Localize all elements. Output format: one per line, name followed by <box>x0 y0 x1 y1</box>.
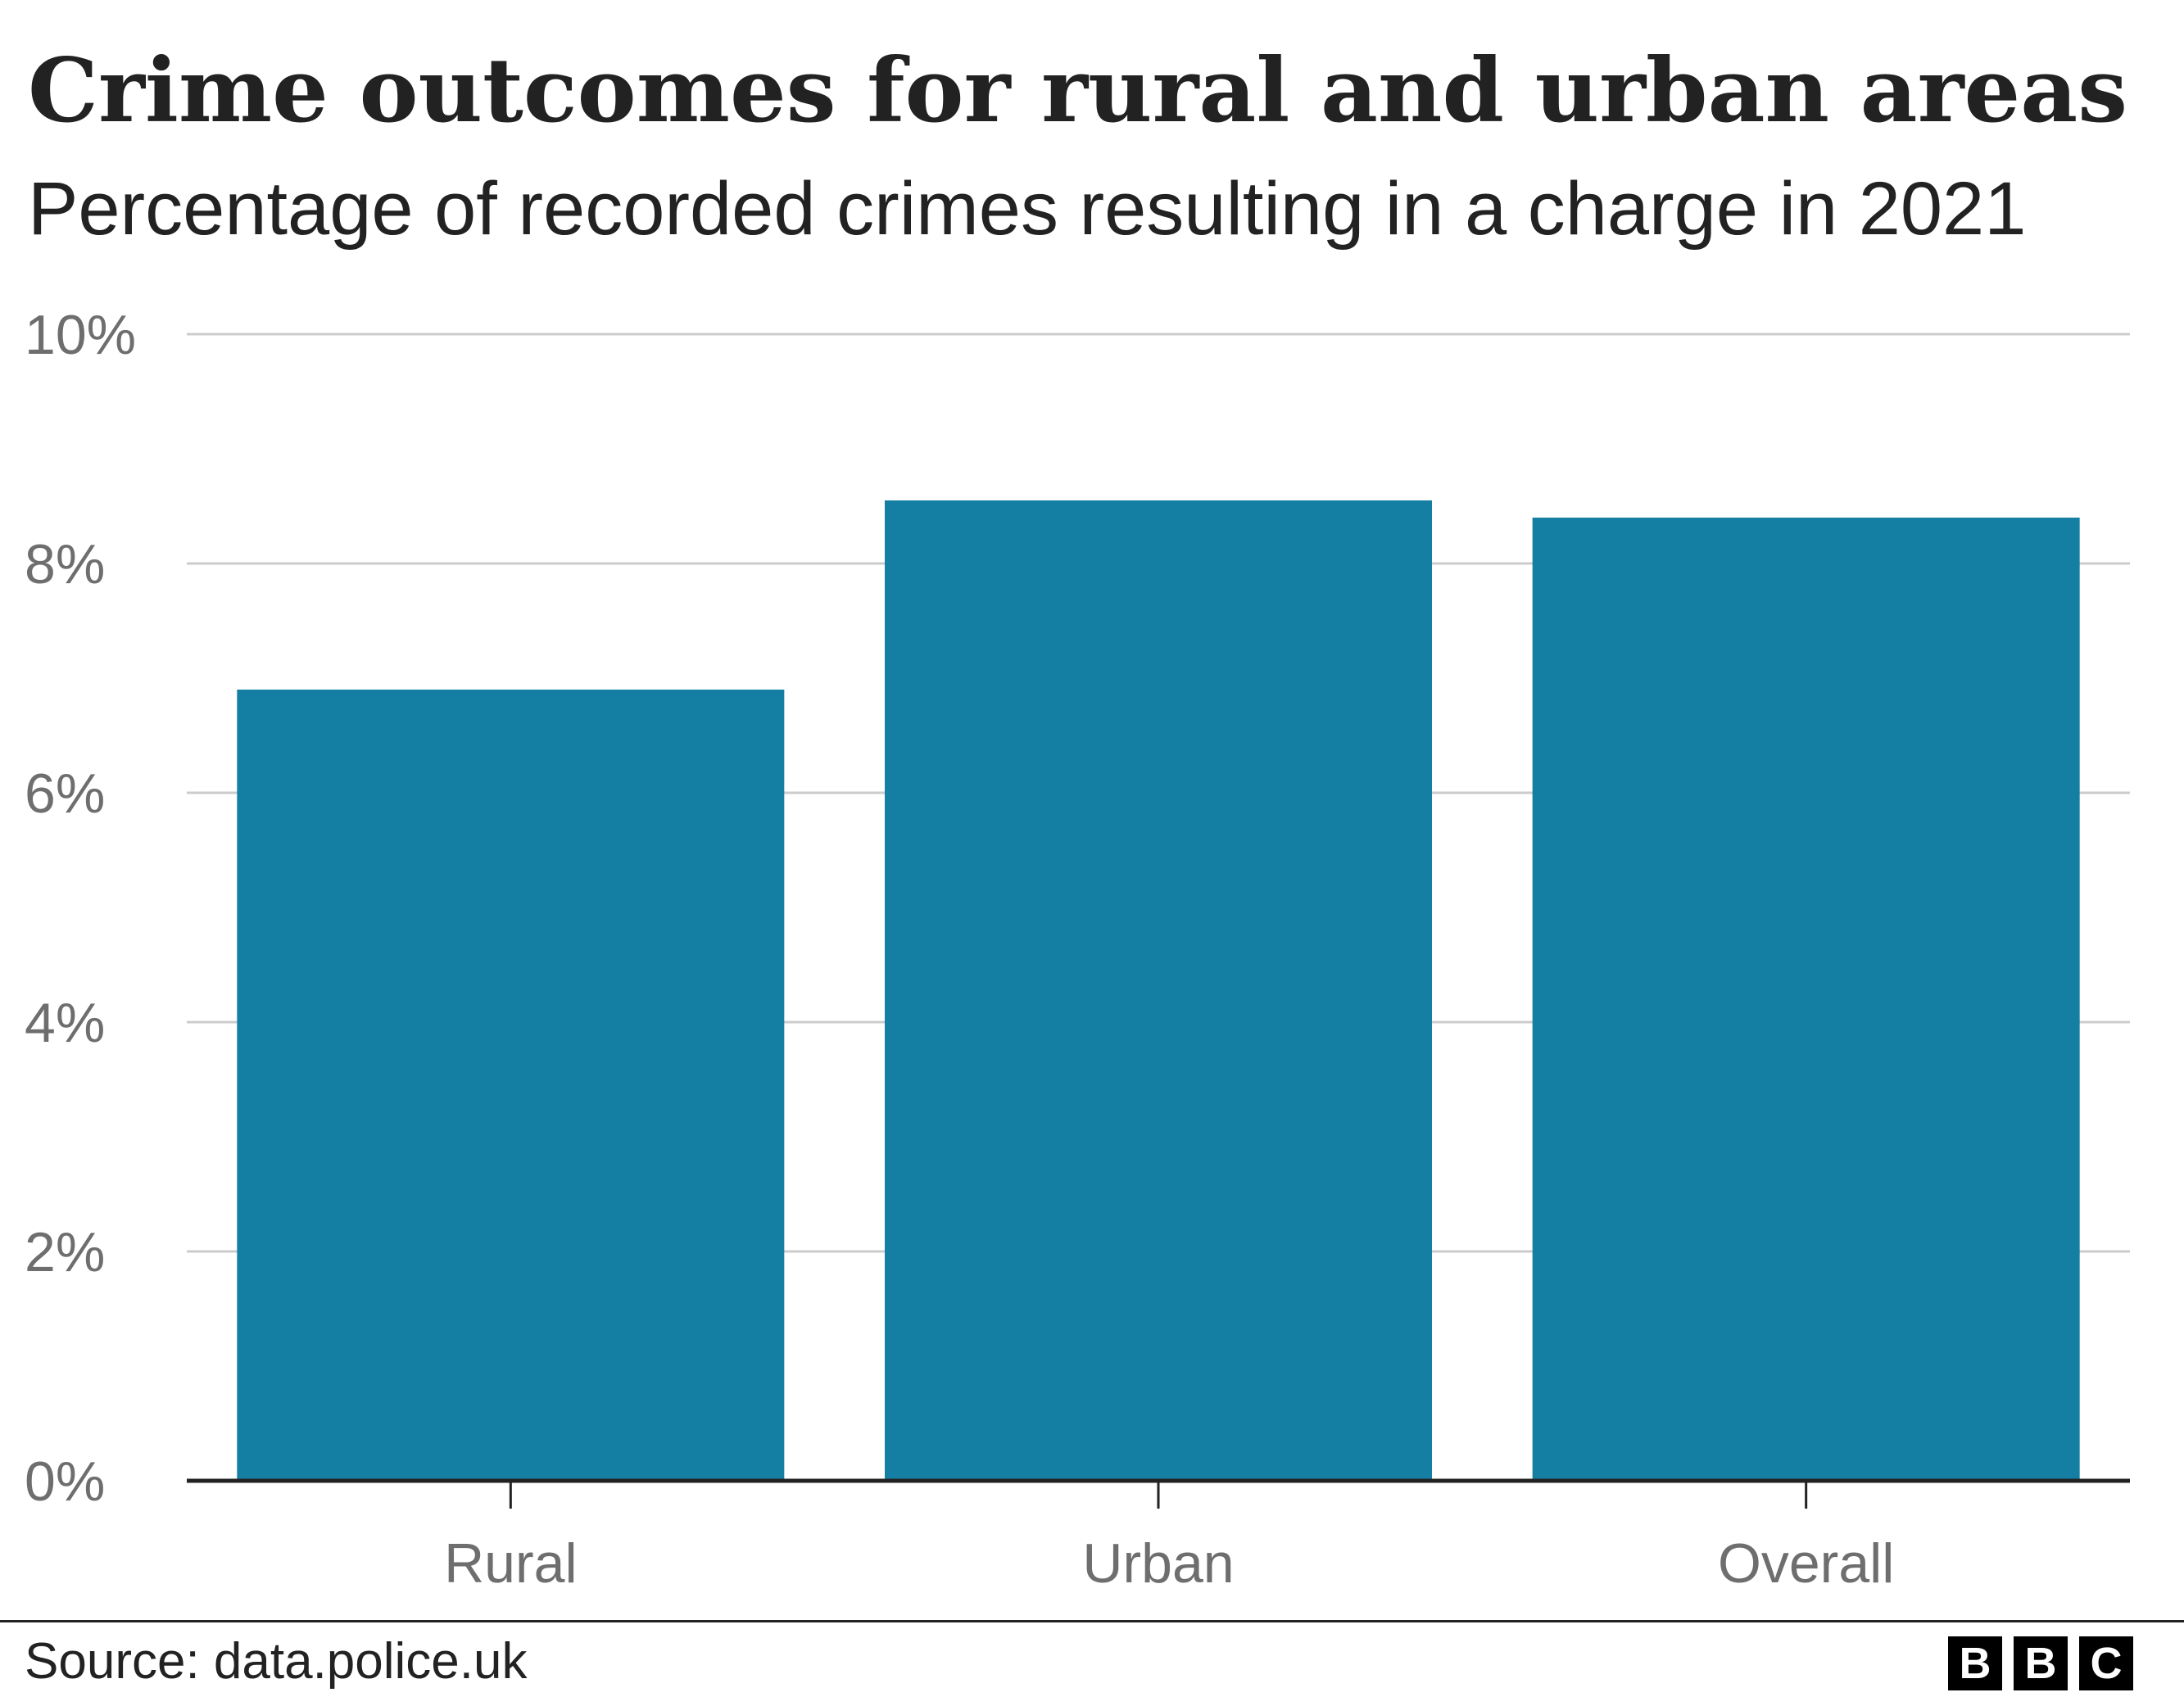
bbc-logo-letter-b2: B <box>2014 1636 2068 1690</box>
chart-subtitle: Percentage of recorded crimes resulting … <box>28 167 2027 251</box>
bar-chart: 0% 2% 4% 6% 8% 10% Rural Urban Overall <box>25 304 2130 1595</box>
bbc-logo-letter-b1: B <box>1948 1636 2002 1690</box>
y-tick-label: 2% <box>25 1221 105 1283</box>
y-tick-label: 6% <box>25 762 105 825</box>
bars <box>237 500 2080 1481</box>
x-tick-label: Urban <box>1082 1532 1234 1595</box>
x-axis-ticks: Rural Urban Overall <box>444 1481 1894 1595</box>
bar-overall <box>1532 518 2080 1481</box>
y-tick-label: 4% <box>25 992 105 1054</box>
footer-divider <box>0 1620 2184 1622</box>
y-tick-label: 10% <box>25 304 136 366</box>
y-tick-label: 0% <box>25 1450 105 1513</box>
bar-rural <box>237 690 785 1481</box>
bbc-logo: B B C <box>1948 1636 2133 1690</box>
bar-urban <box>885 500 1432 1481</box>
chart-title: Crime outcomes for rural and urban areas <box>28 39 2128 143</box>
y-tick-label: 8% <box>25 533 105 595</box>
bbc-logo-letter-c: C <box>2079 1636 2133 1690</box>
source-note: Source: data.police.uk <box>25 1633 528 1690</box>
x-tick-label: Overall <box>1718 1532 1894 1595</box>
x-tick-label: Rural <box>444 1532 578 1595</box>
y-axis-ticks: 0% 2% 4% 6% 8% 10% <box>25 304 136 1513</box>
